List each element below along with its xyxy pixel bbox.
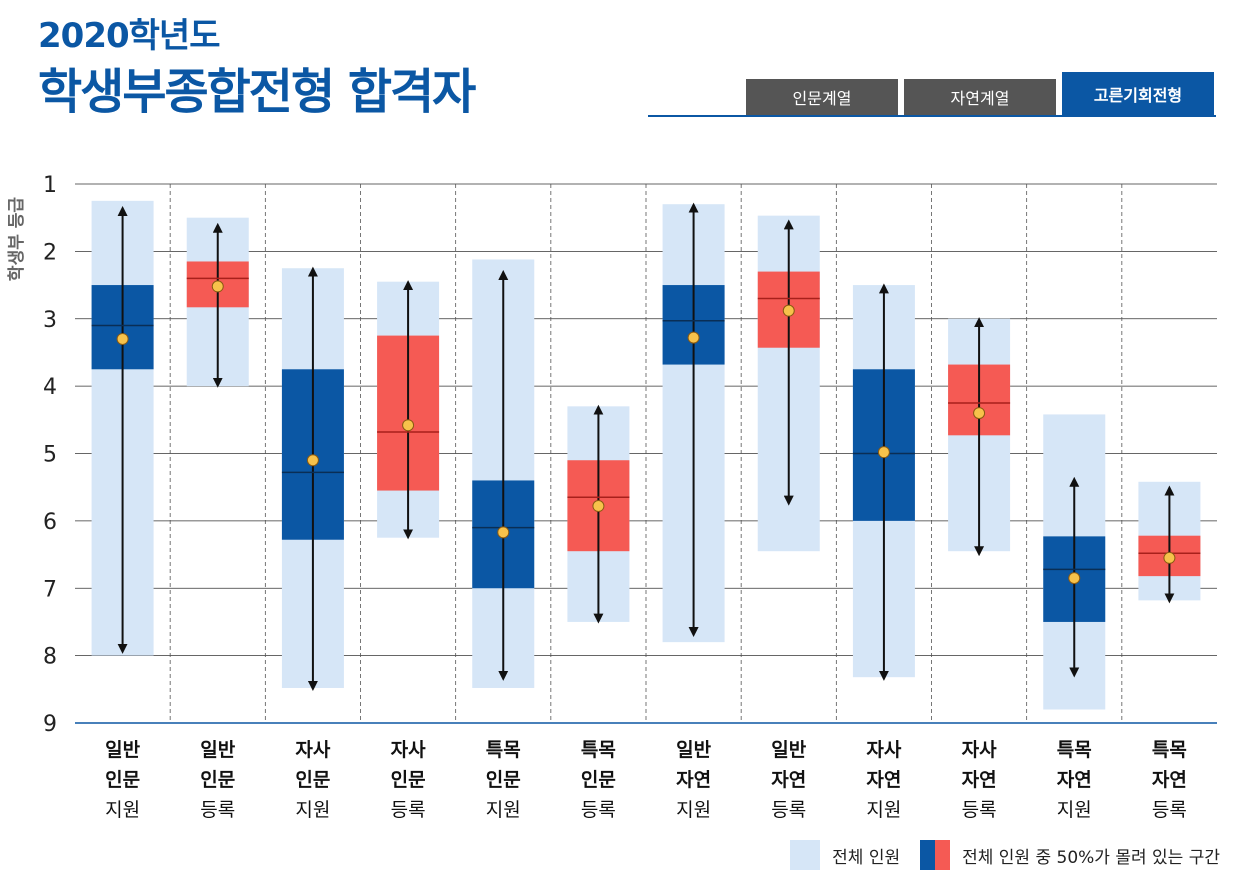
category-label: 등록 xyxy=(1152,799,1187,821)
category-label: 일반 xyxy=(200,739,235,761)
category-label: 지원 xyxy=(866,799,901,821)
mean-dot xyxy=(592,500,605,513)
category-label: 인문 xyxy=(200,769,235,791)
category-label: 자연 xyxy=(866,769,901,791)
category-label: 등록 xyxy=(962,799,997,821)
y-tick-label: 8 xyxy=(43,645,57,670)
category-label: 자사 xyxy=(962,739,997,761)
mean-dot xyxy=(211,280,224,293)
y-axis-title: 학생부 등급 xyxy=(7,197,27,281)
category-label: 자사 xyxy=(391,739,426,761)
category-tabs: 인문계열 자연계열 고른기회전형 xyxy=(648,72,1216,117)
mean-dot xyxy=(877,446,890,459)
mean-dot xyxy=(116,332,129,345)
legend-label-total: 전체 인원 xyxy=(832,847,901,868)
category-label: 자사 xyxy=(866,739,901,761)
category-label: 자연 xyxy=(962,769,997,791)
category-label: 자연 xyxy=(1152,769,1187,791)
category-label: 등록 xyxy=(200,799,235,821)
mean-dot xyxy=(687,331,700,344)
category-label: 자연 xyxy=(1057,769,1092,791)
y-tick-label: 2 xyxy=(43,240,57,265)
category-label: 지원 xyxy=(486,799,521,821)
mean-dot xyxy=(1163,551,1176,564)
category-label: 인문 xyxy=(295,769,330,791)
mean-dot xyxy=(497,526,510,539)
category-label: 등록 xyxy=(771,799,806,821)
y-tick-label: 6 xyxy=(43,510,57,535)
category-label: 지원 xyxy=(295,799,330,821)
tabs-underline xyxy=(648,115,1216,117)
chart-legend: 전체 인원 전체 인원 중 50%가 몰려 있는 구간 xyxy=(790,840,1220,870)
category-label: 인문 xyxy=(581,769,616,791)
tab-natural-sciences[interactable]: 자연계열 xyxy=(904,79,1056,115)
category-label: 지원 xyxy=(1057,799,1092,821)
mean-dot xyxy=(402,419,415,432)
category-label: 등록 xyxy=(581,799,616,821)
y-tick-label: 9 xyxy=(43,712,57,737)
tab-humanities[interactable]: 인문계열 xyxy=(746,79,898,115)
mean-dot xyxy=(782,304,795,317)
category-label: 일반 xyxy=(676,739,711,761)
category-label: 특목 xyxy=(581,739,616,761)
legend-swatch-middle-half xyxy=(920,840,951,870)
category-label: 등록 xyxy=(391,799,426,821)
category-label: 일반 xyxy=(771,739,806,761)
mean-dot xyxy=(1068,572,1081,585)
mean-dot xyxy=(973,407,986,420)
category-label: 자사 xyxy=(295,739,330,761)
category-label: 지원 xyxy=(105,799,140,821)
category-label: 자연 xyxy=(676,769,711,791)
y-tick-label: 4 xyxy=(43,375,57,400)
category-label: 인문 xyxy=(486,769,521,791)
page-year-title: 2020학년도 xyxy=(38,16,220,56)
mean-dot xyxy=(306,454,319,467)
category-label: 일반 xyxy=(105,739,140,761)
y-tick-label: 3 xyxy=(43,308,57,333)
legend-swatch-total xyxy=(790,840,821,870)
category-label: 인문 xyxy=(105,769,140,791)
legend-label-middle-half: 전체 인원 중 50%가 몰려 있는 구간 xyxy=(962,847,1220,868)
y-tick-label: 7 xyxy=(43,577,57,602)
category-label: 지원 xyxy=(676,799,711,821)
category-label: 자연 xyxy=(771,769,806,791)
page-main-title: 학생부종합전형 합격자 xyxy=(38,64,476,120)
category-label: 특목 xyxy=(486,739,521,761)
y-tick-label: 1 xyxy=(43,173,57,198)
category-label: 특목 xyxy=(1152,739,1187,761)
category-label: 특목 xyxy=(1057,739,1092,761)
y-tick-label: 5 xyxy=(43,443,57,468)
tab-equal-opportunity[interactable]: 고른기회전형 xyxy=(1062,72,1214,115)
category-label: 인문 xyxy=(391,769,426,791)
